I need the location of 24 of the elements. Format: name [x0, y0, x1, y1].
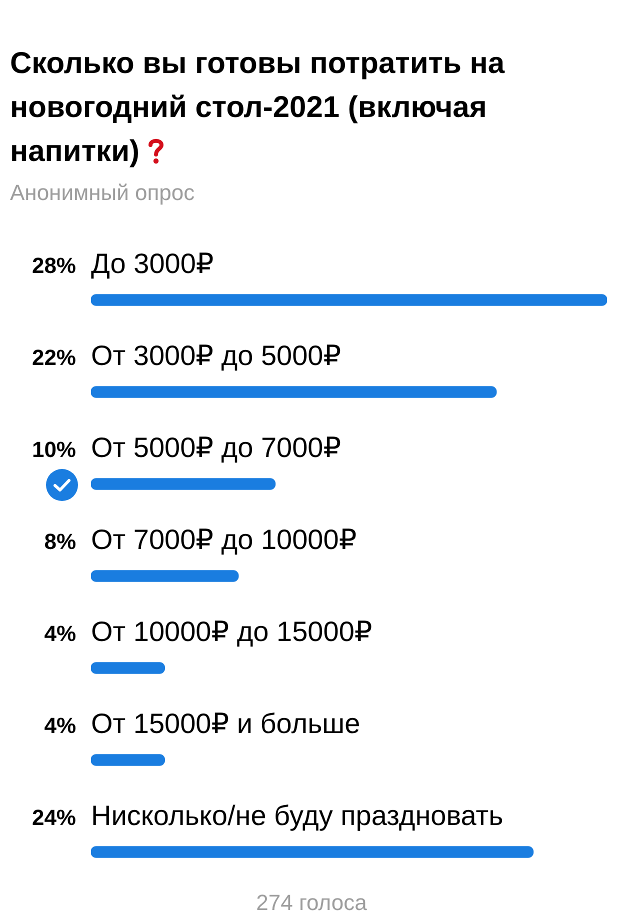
data-label: 22% — [32, 345, 76, 370]
y-tick-label: От 7000₽ до 10000₽ — [91, 524, 357, 555]
bar — [91, 478, 276, 490]
text: 274 голоса — [255, 889, 368, 917]
bar — [91, 662, 166, 674]
data-label: 28% — [32, 253, 76, 278]
y-tick-label: От 5000₽ до 7000₽ — [91, 432, 342, 463]
bar — [91, 754, 166, 766]
y-tick-label: От 10000₽ до 15000₽ — [91, 616, 372, 647]
y-tick-label: От 15000₽ и больше — [91, 708, 360, 739]
data-label: 8% — [44, 529, 76, 554]
bar — [91, 846, 534, 858]
data-label: 24% — [32, 805, 76, 830]
data-label: 4% — [44, 621, 76, 646]
chart-title: Сколько вы готовы потратить на новогодний стол-2021 (включая напитки) — [10, 47, 505, 168]
y-tick-label: От 3000₽ до 5000₽ — [91, 340, 342, 371]
y-tick-label: Нисколько/не буду праздновать — [91, 800, 504, 831]
bar — [91, 570, 239, 582]
y-tick-label: До 3000₽ — [91, 248, 214, 279]
data-label: 4% — [44, 713, 76, 738]
bar — [91, 294, 607, 306]
chart-subtitle: Анонимный опрос — [10, 179, 195, 207]
data-label: 10% — [32, 437, 76, 462]
bar — [91, 386, 497, 398]
